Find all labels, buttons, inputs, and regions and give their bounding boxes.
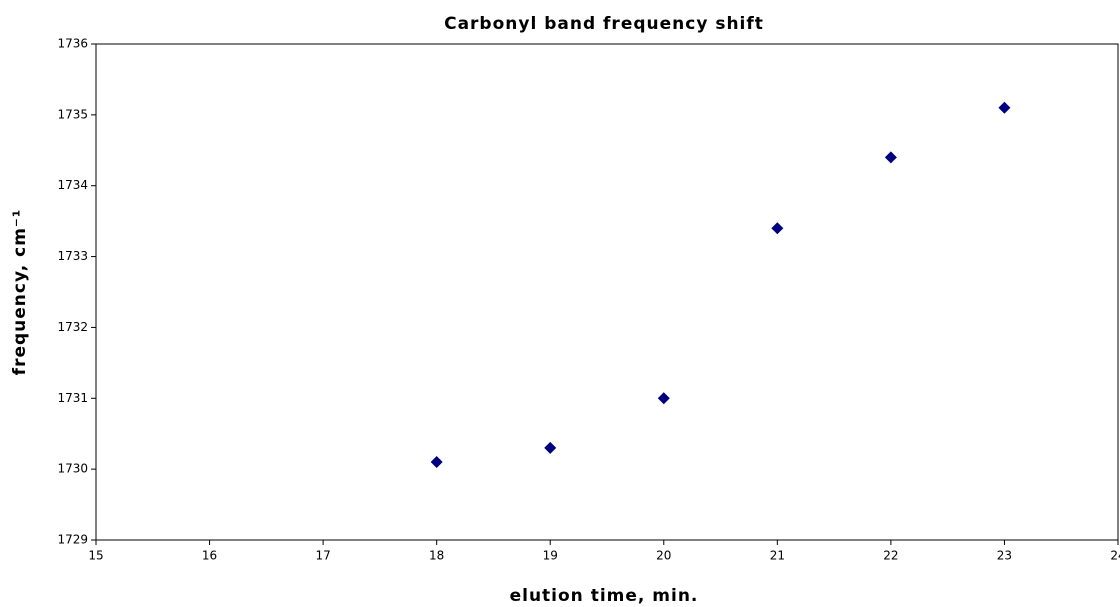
point <box>657 392 670 405</box>
x-tick-label: 23 <box>997 549 1012 563</box>
x-tick-label: 17 <box>315 549 330 563</box>
y-axis-label: frequency, cm⁻¹ <box>10 209 30 376</box>
x-axis-label: elution time, min. <box>510 586 699 606</box>
point <box>884 151 897 164</box>
x-tick-label: 15 <box>88 549 103 563</box>
x-tick-label: 16 <box>202 549 217 563</box>
y-tick-label: 1734 <box>57 178 88 192</box>
x-tick-label: 19 <box>543 549 558 563</box>
chart-title: Carbonyl band frequency shift <box>444 14 764 34</box>
y-tick-label: 1731 <box>57 391 88 405</box>
plot-area <box>95 43 1119 541</box>
x-tick-label: 18 <box>429 549 444 563</box>
point <box>771 222 784 235</box>
point <box>430 456 443 469</box>
x-tick-label: 20 <box>656 549 671 563</box>
x-tick-label: 24 <box>1110 549 1120 563</box>
y-tick-label: 1735 <box>57 107 88 121</box>
y-tick-label: 1729 <box>57 533 88 547</box>
x-tick-label: 22 <box>883 549 898 563</box>
y-tick-label: 1730 <box>57 462 88 476</box>
y-tick-label: 1732 <box>57 320 88 334</box>
y-tick-label: 1733 <box>57 249 88 263</box>
point <box>544 441 557 454</box>
y-tick-label: 1736 <box>57 37 88 51</box>
x-tick-label: 21 <box>770 549 785 563</box>
point <box>998 101 1011 114</box>
